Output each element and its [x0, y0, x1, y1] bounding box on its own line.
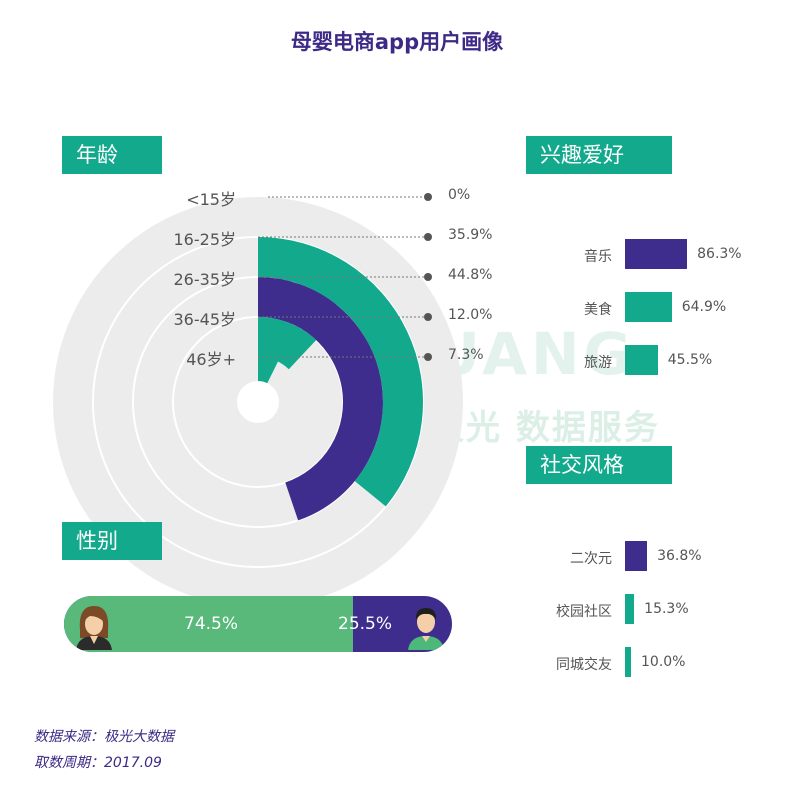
age-leader-dot — [424, 313, 432, 321]
gender-female-value: 74.5% — [184, 614, 239, 634]
age-value-label: 44.8% — [448, 267, 493, 283]
age-value-label: 35.9% — [448, 227, 493, 243]
age-arc-2 — [257, 277, 383, 521]
male-avatar-icon — [408, 608, 444, 650]
age-leader-dot — [424, 353, 432, 361]
bar-category-label: 美食 — [584, 302, 612, 318]
bar-value-label: 64.9% — [681, 299, 727, 315]
age-leader-dot — [424, 233, 432, 241]
gender-male-value: 25.5% — [338, 614, 393, 634]
age-leader-dot — [424, 193, 432, 201]
age-arc-4 — [257, 353, 280, 384]
watermark-text: 极光 数据服务 — [430, 408, 660, 448]
gender-bar: 74.5% 25.5% — [64, 596, 452, 652]
age-category-label: 46岁+ — [186, 350, 236, 369]
age-value-label: 12.0% — [448, 307, 493, 323]
age-category-label: 16-25岁 — [173, 230, 237, 249]
age-arc-1 — [257, 237, 423, 507]
bar-category-label: 二次元 — [570, 551, 612, 567]
age-value-label: 7.3% — [448, 347, 484, 363]
bar-value-label: 36.8% — [657, 548, 702, 564]
bar-rect — [625, 541, 648, 571]
footer-period: 取数周期：2017.09 — [34, 755, 162, 771]
section-tag-gender: 性别 — [62, 522, 162, 560]
bar-value-label: 15.3% — [644, 601, 689, 617]
age-value-label: 0% — [448, 187, 471, 203]
bar-category-label: 旅游 — [584, 355, 612, 371]
age-arc-3 — [257, 317, 317, 370]
chart-title: 母婴电商app用户画像 — [290, 30, 504, 54]
gender-female-segment — [64, 596, 354, 652]
bar-value-label: 10.0% — [641, 654, 686, 670]
bar-rect — [625, 594, 635, 624]
bar-rect — [625, 292, 672, 322]
bar-value-label: 86.3% — [697, 246, 742, 262]
bar-category-label: 同城交友 — [556, 657, 612, 673]
footer-source: 数据来源：极光大数据 — [34, 729, 174, 745]
bar-rect — [625, 647, 631, 677]
age-category-label: <15岁 — [186, 190, 236, 209]
age-ring-track — [53, 197, 463, 607]
section-tag-interests: 兴趣爱好 — [526, 136, 672, 174]
bar-rect — [625, 345, 658, 375]
section-tag-social: 社交风格 — [526, 446, 672, 484]
female-avatar-icon — [76, 606, 112, 650]
age-leader-dot — [424, 273, 432, 281]
age-category-label: 36-45岁 — [173, 310, 237, 329]
bar-rect — [625, 239, 688, 269]
bar-value-label: 45.5% — [667, 352, 713, 368]
bar-category-label: 校园社区 — [556, 604, 612, 620]
section-tag-age: 年龄 — [62, 136, 162, 174]
age-category-label: 26-35岁 — [173, 270, 237, 289]
bar-category-label: 音乐 — [584, 249, 612, 265]
